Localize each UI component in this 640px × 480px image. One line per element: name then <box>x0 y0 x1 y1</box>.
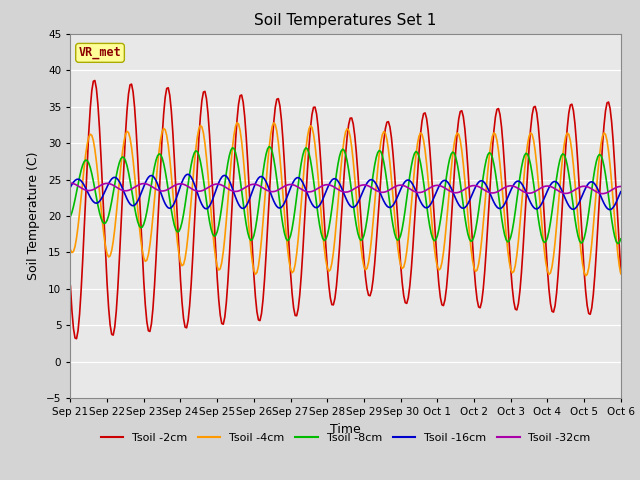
Tsoil -32cm <box>169 184 177 190</box>
Tsoil -2cm <box>67 283 74 289</box>
Tsoil -16cm <box>82 185 90 191</box>
Tsoil -16cm <box>412 188 420 194</box>
Tsoil -2cm <box>172 187 180 192</box>
X-axis label: Time: Time <box>330 423 361 436</box>
Line: Tsoil -2cm: Tsoil -2cm <box>70 81 621 339</box>
Tsoil -8cm <box>169 216 177 221</box>
Tsoil -2cm <box>401 300 409 306</box>
Tsoil -8cm <box>617 236 625 242</box>
Tsoil -4cm <box>169 190 177 195</box>
Tsoil -2cm <box>553 290 561 296</box>
Tsoil -16cm <box>551 179 559 184</box>
Tsoil -32cm <box>411 189 419 194</box>
Tsoil -16cm <box>400 180 408 186</box>
Tsoil -8cm <box>412 149 420 155</box>
Tsoil -8cm <box>82 157 90 163</box>
Tsoil -32cm <box>598 191 606 196</box>
Tsoil -32cm <box>82 187 90 193</box>
Tsoil -8cm <box>266 144 273 149</box>
Tsoil -4cm <box>400 264 408 270</box>
Tsoil -16cm <box>381 201 389 207</box>
Tsoil -4cm <box>582 273 589 279</box>
Tsoil -32cm <box>67 180 74 186</box>
Tsoil -8cm <box>381 168 389 174</box>
Tsoil -2cm <box>73 336 81 342</box>
Tsoil -2cm <box>383 120 390 125</box>
Line: Tsoil -8cm: Tsoil -8cm <box>70 146 621 244</box>
Tsoil -2cm <box>83 159 91 165</box>
Tsoil -2cm <box>617 269 625 275</box>
Tsoil -16cm <box>169 203 177 209</box>
Tsoil -32cm <box>398 182 406 188</box>
Tsoil -4cm <box>551 240 559 245</box>
Text: VR_met: VR_met <box>79 47 122 60</box>
Tsoil -4cm <box>82 152 90 157</box>
Title: Soil Temperatures Set 1: Soil Temperatures Set 1 <box>255 13 436 28</box>
Line: Tsoil -32cm: Tsoil -32cm <box>70 183 621 193</box>
Tsoil -32cm <box>550 185 557 191</box>
Legend: Tsoil -2cm, Tsoil -4cm, Tsoil -8cm, Tsoil -16cm, Tsoil -32cm: Tsoil -2cm, Tsoil -4cm, Tsoil -8cm, Tsoi… <box>96 429 595 447</box>
Tsoil -8cm <box>614 241 621 247</box>
Tsoil -16cm <box>67 184 74 190</box>
Tsoil -4cm <box>617 271 625 276</box>
Tsoil -8cm <box>67 214 74 219</box>
Y-axis label: Soil Temperature (C): Soil Temperature (C) <box>28 152 40 280</box>
Tsoil -4cm <box>233 120 241 125</box>
Tsoil -4cm <box>381 130 389 136</box>
Tsoil -4cm <box>67 247 74 252</box>
Tsoil -2cm <box>413 171 421 177</box>
Tsoil -16cm <box>617 189 625 194</box>
Tsoil -32cm <box>380 189 388 195</box>
Tsoil -32cm <box>617 183 625 189</box>
Tsoil -4cm <box>412 153 420 158</box>
Tsoil -2cm <box>91 78 99 84</box>
Line: Tsoil -4cm: Tsoil -4cm <box>70 122 621 276</box>
Line: Tsoil -16cm: Tsoil -16cm <box>70 174 621 210</box>
Tsoil -8cm <box>551 186 559 192</box>
Tsoil -8cm <box>400 217 408 223</box>
Tsoil -16cm <box>184 171 192 177</box>
Tsoil -16cm <box>606 207 614 213</box>
